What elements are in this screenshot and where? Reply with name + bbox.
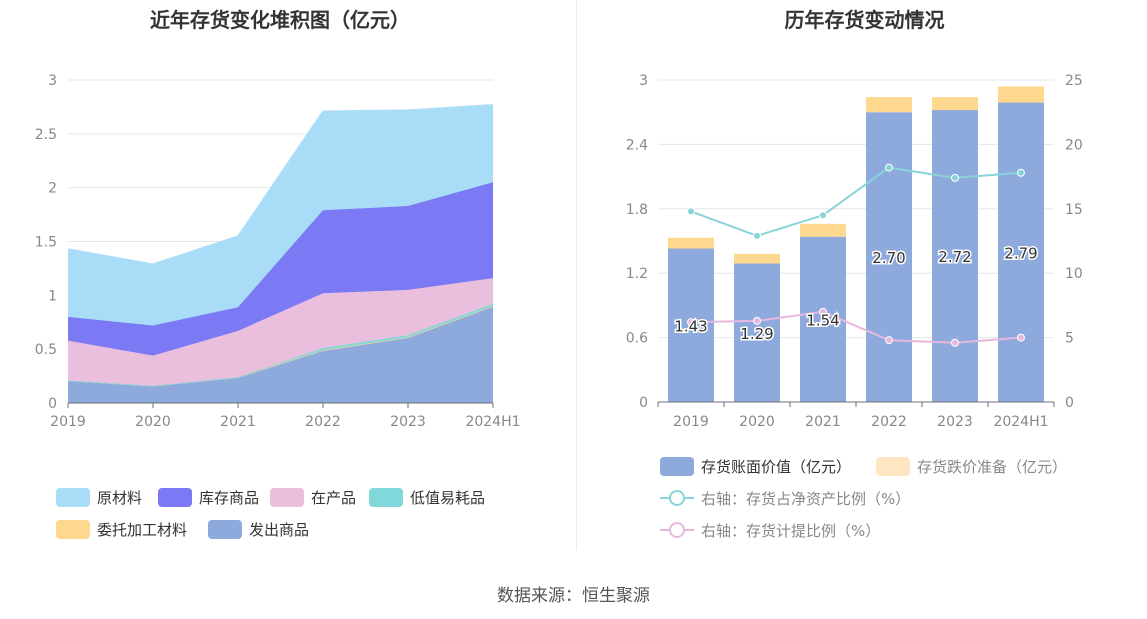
y-tick-label: 3	[48, 73, 57, 89]
legend-swatch-发出商品	[208, 520, 242, 539]
y2-tick-label: 25	[1065, 73, 1083, 89]
y2-tick-label: 15	[1065, 202, 1083, 218]
bar-存货跌价准备（亿元）	[668, 237, 714, 249]
line-point	[687, 318, 695, 327]
x-tick-label: 2024H1	[993, 414, 1048, 430]
area-库存商品	[68, 182, 493, 356]
legend-label: 存货账面价值（亿元）	[701, 458, 851, 476]
y-tick-label: 1.8	[626, 202, 648, 218]
legend-marker	[669, 522, 685, 538]
line-point	[951, 173, 959, 182]
y-tick-label: 1	[48, 288, 57, 304]
x-tick-label: 2022	[305, 414, 341, 430]
area-原材料	[68, 104, 493, 326]
legend-swatch-委托加工材料	[56, 520, 90, 539]
x-tick-label: 2021	[805, 414, 841, 430]
legend-label: 存货跌价准备（亿元）	[917, 458, 1067, 476]
y-tick-label: 0.5	[35, 342, 57, 358]
x-tick-label: 2023	[390, 414, 426, 430]
line-右轴：存货占净资产比例（%）	[690, 166, 1022, 237]
bar-存货跌价准备（亿元）	[998, 86, 1044, 103]
y-tick-label: 3	[639, 73, 648, 89]
line-point	[951, 338, 959, 347]
bar-存货跌价准备（亿元）	[866, 97, 912, 113]
bar-value-label: 2.70	[872, 249, 905, 267]
bar-存货跌价准备（亿元）	[800, 223, 846, 237]
line-point	[753, 231, 761, 240]
y2-tick-label: 20	[1065, 137, 1083, 153]
bar-value-label: 1.29	[740, 325, 773, 343]
x-tick-label: 2024H1	[465, 414, 520, 430]
legend-label-委托加工材料: 委托加工材料	[97, 521, 187, 539]
x-tick-label: 2020	[739, 414, 775, 430]
bar-存货账面价值（亿元）	[734, 263, 780, 402]
x-tick-label: 2021	[220, 414, 256, 430]
legend-label-在产品: 在产品	[311, 489, 356, 507]
bar-value-label: 2.72	[938, 248, 971, 266]
y-tick-label: 1.2	[626, 266, 648, 282]
legend-swatch-库存商品	[158, 488, 192, 507]
y-tick-label: 0.6	[626, 331, 648, 347]
y2-tick-label: 10	[1065, 266, 1083, 282]
line-point	[1017, 333, 1025, 342]
legend-label-低值易耗品: 低值易耗品	[410, 489, 485, 507]
line-point	[885, 163, 893, 172]
bar-value-label: 1.43	[674, 317, 707, 335]
x-tick-label: 2023	[937, 414, 973, 430]
panel-divider	[576, 0, 577, 550]
legend-swatch-低值易耗品	[369, 488, 403, 507]
bar-存货跌价准备（亿元）	[932, 97, 978, 111]
y2-tick-label: 5	[1065, 331, 1074, 347]
bar-value-label: 1.54	[806, 311, 839, 329]
right-chart-title: 历年存货变动情况	[784, 8, 945, 32]
legend-label-发出商品: 发出商品	[249, 521, 309, 539]
y2-tick-label: 0	[1065, 395, 1074, 411]
legend-swatch-原材料	[56, 488, 90, 507]
legend-label-原材料: 原材料	[97, 489, 142, 507]
data-source: 数据来源：恒生聚源	[497, 586, 650, 606]
bar-存货账面价值（亿元）	[932, 110, 978, 402]
bar-存货账面价值（亿元）	[866, 112, 912, 402]
line-point	[885, 336, 893, 345]
y-tick-label: 2.4	[626, 137, 648, 153]
y-tick-label: 2.5	[35, 127, 57, 143]
stacked-area-chart: 0 0.5 1 1.5 2 2.5 3 2019 2020 2021 2022 2023 2024H1 原…	[35, 73, 521, 539]
bar-value-label: 2.79	[1004, 244, 1037, 262]
y-tick-label: 0	[639, 395, 648, 411]
legend-marker	[669, 490, 685, 506]
area-在产品	[68, 278, 493, 386]
left-chart-title: 近年存货变化堆积图（亿元）	[150, 8, 410, 32]
line-point	[687, 207, 695, 216]
line-point	[753, 316, 761, 325]
x-tick-label: 2019	[50, 414, 86, 430]
legend-swatch-在产品	[270, 488, 304, 507]
bar-存货跌价准备（亿元）	[734, 253, 780, 264]
y-tick-label: 2	[48, 181, 57, 197]
bar-存货账面价值（亿元）	[998, 102, 1044, 402]
x-tick-label: 2019	[673, 414, 709, 430]
x-tick-label: 2020	[135, 414, 171, 430]
line-point	[819, 307, 827, 316]
legend-swatch	[660, 457, 694, 476]
inventory-bar-line-chart: 0 0.6 1.2 1.8 2.4 3 0 5 10 15 20 25 2019 2020 2021 2022…	[626, 73, 1083, 540]
area-发出商品	[68, 306, 493, 403]
area-edge-原材料	[67, 104, 494, 265]
line-point	[819, 211, 827, 220]
y-tick-label: 1.5	[35, 235, 57, 251]
x-tick-label: 2022	[871, 414, 907, 430]
legend-label: 右轴：存货计提比例（%）	[701, 522, 880, 540]
line-右轴：存货计提比例（%）	[690, 310, 1022, 344]
legend-label-库存商品: 库存商品	[199, 489, 259, 507]
legend-swatch	[876, 457, 910, 476]
y-tick-label: 0	[48, 396, 57, 412]
line-point	[1017, 168, 1025, 177]
legend-label: 右轴：存货占净资产比例（%）	[701, 490, 910, 508]
